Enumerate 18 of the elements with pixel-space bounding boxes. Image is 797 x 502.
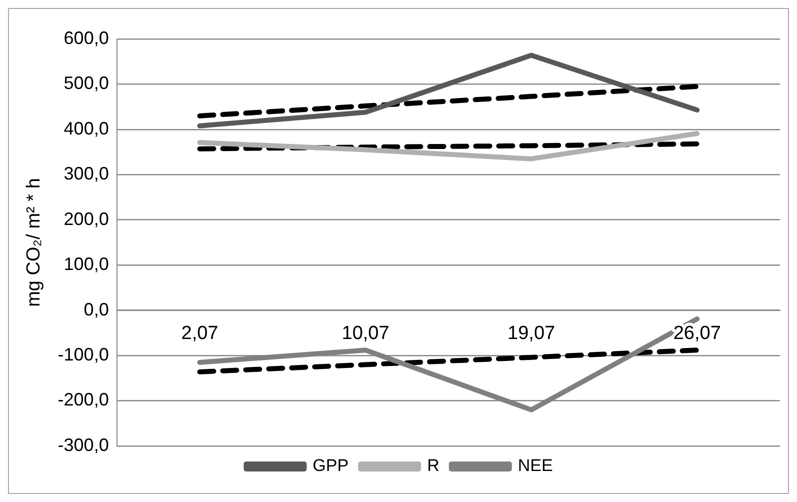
y-tick-label: -200,0	[58, 390, 109, 410]
y-tick-label: 400,0	[64, 118, 109, 138]
x-tick-label: 2,07	[181, 323, 218, 344]
x-tick-label: 26,07	[673, 323, 721, 344]
y-tick-label: 300,0	[64, 164, 109, 184]
y-tick-label: 500,0	[64, 73, 109, 94]
y-tick-label: 100,0	[64, 254, 109, 274]
legend-label: R	[427, 456, 440, 476]
y-tick-label: -100,0	[58, 344, 109, 365]
x-tick-label: 10,07	[342, 323, 390, 344]
legend-label: NEE	[518, 456, 553, 476]
y-tick-label: 0,0	[84, 299, 109, 320]
y-tick-label: 600,0	[64, 28, 109, 48]
legend-label: GPP	[312, 456, 349, 476]
x-tick-label: 19,07	[508, 323, 556, 344]
y-axis-title: mg CO₂/ m² * h	[24, 178, 45, 307]
y-tick-label: -300,0	[58, 434, 109, 455]
y-tick-label: 200,0	[64, 208, 109, 229]
